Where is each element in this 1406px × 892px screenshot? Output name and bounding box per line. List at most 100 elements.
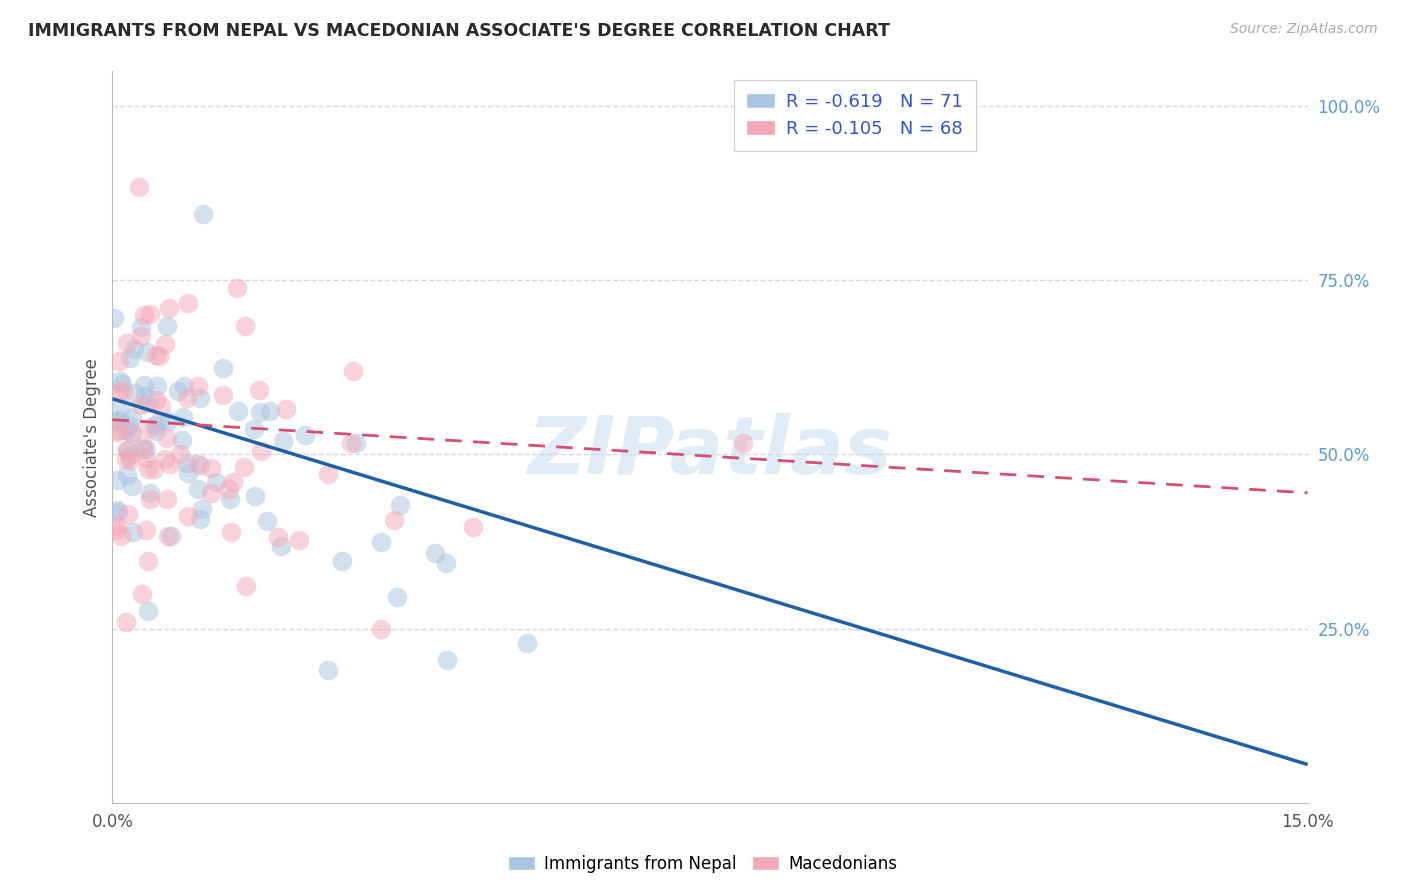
Point xyxy=(385,590,408,604)
Point xyxy=(200,486,222,500)
Point xyxy=(156,414,179,428)
Point xyxy=(247,383,270,397)
Point xyxy=(104,523,127,537)
Point xyxy=(143,462,166,476)
Point xyxy=(188,512,211,526)
Point xyxy=(211,360,233,375)
Point xyxy=(177,508,200,523)
Point xyxy=(389,498,412,512)
Point xyxy=(177,296,200,310)
Point xyxy=(186,457,208,471)
Point xyxy=(120,351,142,366)
Point xyxy=(249,443,271,458)
Point xyxy=(128,180,150,194)
Point xyxy=(139,491,162,506)
Point xyxy=(187,482,209,496)
Point xyxy=(139,486,162,500)
Text: Source: ZipAtlas.com: Source: ZipAtlas.com xyxy=(1230,22,1378,37)
Point xyxy=(136,396,159,410)
Point xyxy=(186,378,208,392)
Point xyxy=(111,377,134,392)
Point xyxy=(135,523,157,537)
Point xyxy=(129,398,152,412)
Point xyxy=(205,475,228,490)
Point xyxy=(143,418,166,433)
Point xyxy=(120,453,142,467)
Point xyxy=(382,513,405,527)
Point xyxy=(256,514,278,528)
Point xyxy=(136,462,159,476)
Point xyxy=(134,389,156,403)
Point xyxy=(166,384,188,398)
Point xyxy=(243,422,266,436)
Point xyxy=(118,418,141,433)
Point xyxy=(235,579,257,593)
Point xyxy=(188,458,211,472)
Point xyxy=(105,473,128,487)
Point xyxy=(129,329,152,343)
Point xyxy=(131,587,153,601)
Point xyxy=(344,436,367,450)
Point xyxy=(274,401,297,416)
Point xyxy=(132,309,155,323)
Point xyxy=(232,460,254,475)
Point xyxy=(221,475,243,490)
Point xyxy=(148,349,170,363)
Point xyxy=(316,663,339,677)
Point xyxy=(145,348,167,362)
Point xyxy=(105,425,128,439)
Point xyxy=(145,424,167,438)
Point xyxy=(370,534,392,549)
Point xyxy=(103,311,125,326)
Point xyxy=(157,529,180,543)
Y-axis label: Associate's Degree: Associate's Degree xyxy=(83,358,101,516)
Point xyxy=(121,479,143,493)
Point xyxy=(287,533,309,548)
Point xyxy=(134,442,156,456)
Point xyxy=(138,421,160,435)
Point xyxy=(115,467,138,482)
Point xyxy=(172,410,194,425)
Point xyxy=(117,507,139,521)
Point xyxy=(169,447,191,461)
Point xyxy=(271,434,294,448)
Point xyxy=(370,622,392,636)
Point xyxy=(121,425,143,440)
Point xyxy=(316,467,339,482)
Point xyxy=(136,345,159,359)
Point xyxy=(188,391,211,405)
Point xyxy=(218,482,240,496)
Point xyxy=(463,520,485,534)
Point xyxy=(136,554,159,568)
Text: IMMIGRANTS FROM NEPAL VS MACEDONIAN ASSOCIATE'S DEGREE CORRELATION CHART: IMMIGRANTS FROM NEPAL VS MACEDONIAN ASSO… xyxy=(28,22,890,40)
Point xyxy=(110,529,132,543)
Point xyxy=(156,491,179,506)
Point xyxy=(115,615,138,629)
Point xyxy=(129,320,152,334)
Point xyxy=(148,414,170,428)
Point xyxy=(110,401,132,415)
Point xyxy=(118,448,141,462)
Point xyxy=(132,440,155,454)
Point xyxy=(176,456,198,470)
Point xyxy=(132,442,155,457)
Point xyxy=(176,391,198,405)
Point xyxy=(107,423,129,437)
Point xyxy=(124,386,146,401)
Point xyxy=(122,525,145,540)
Legend: Immigrants from Nepal, Macedonians: Immigrants from Nepal, Macedonians xyxy=(502,848,904,880)
Point xyxy=(516,635,538,649)
Point xyxy=(107,504,129,518)
Point xyxy=(121,410,143,425)
Point xyxy=(117,443,139,458)
Point xyxy=(177,466,200,480)
Point xyxy=(339,436,361,450)
Point xyxy=(170,433,193,447)
Point xyxy=(145,392,167,407)
Point xyxy=(423,546,446,560)
Point xyxy=(115,336,138,351)
Point xyxy=(108,374,131,388)
Point xyxy=(228,403,250,417)
Point xyxy=(107,354,129,368)
Point xyxy=(294,427,316,442)
